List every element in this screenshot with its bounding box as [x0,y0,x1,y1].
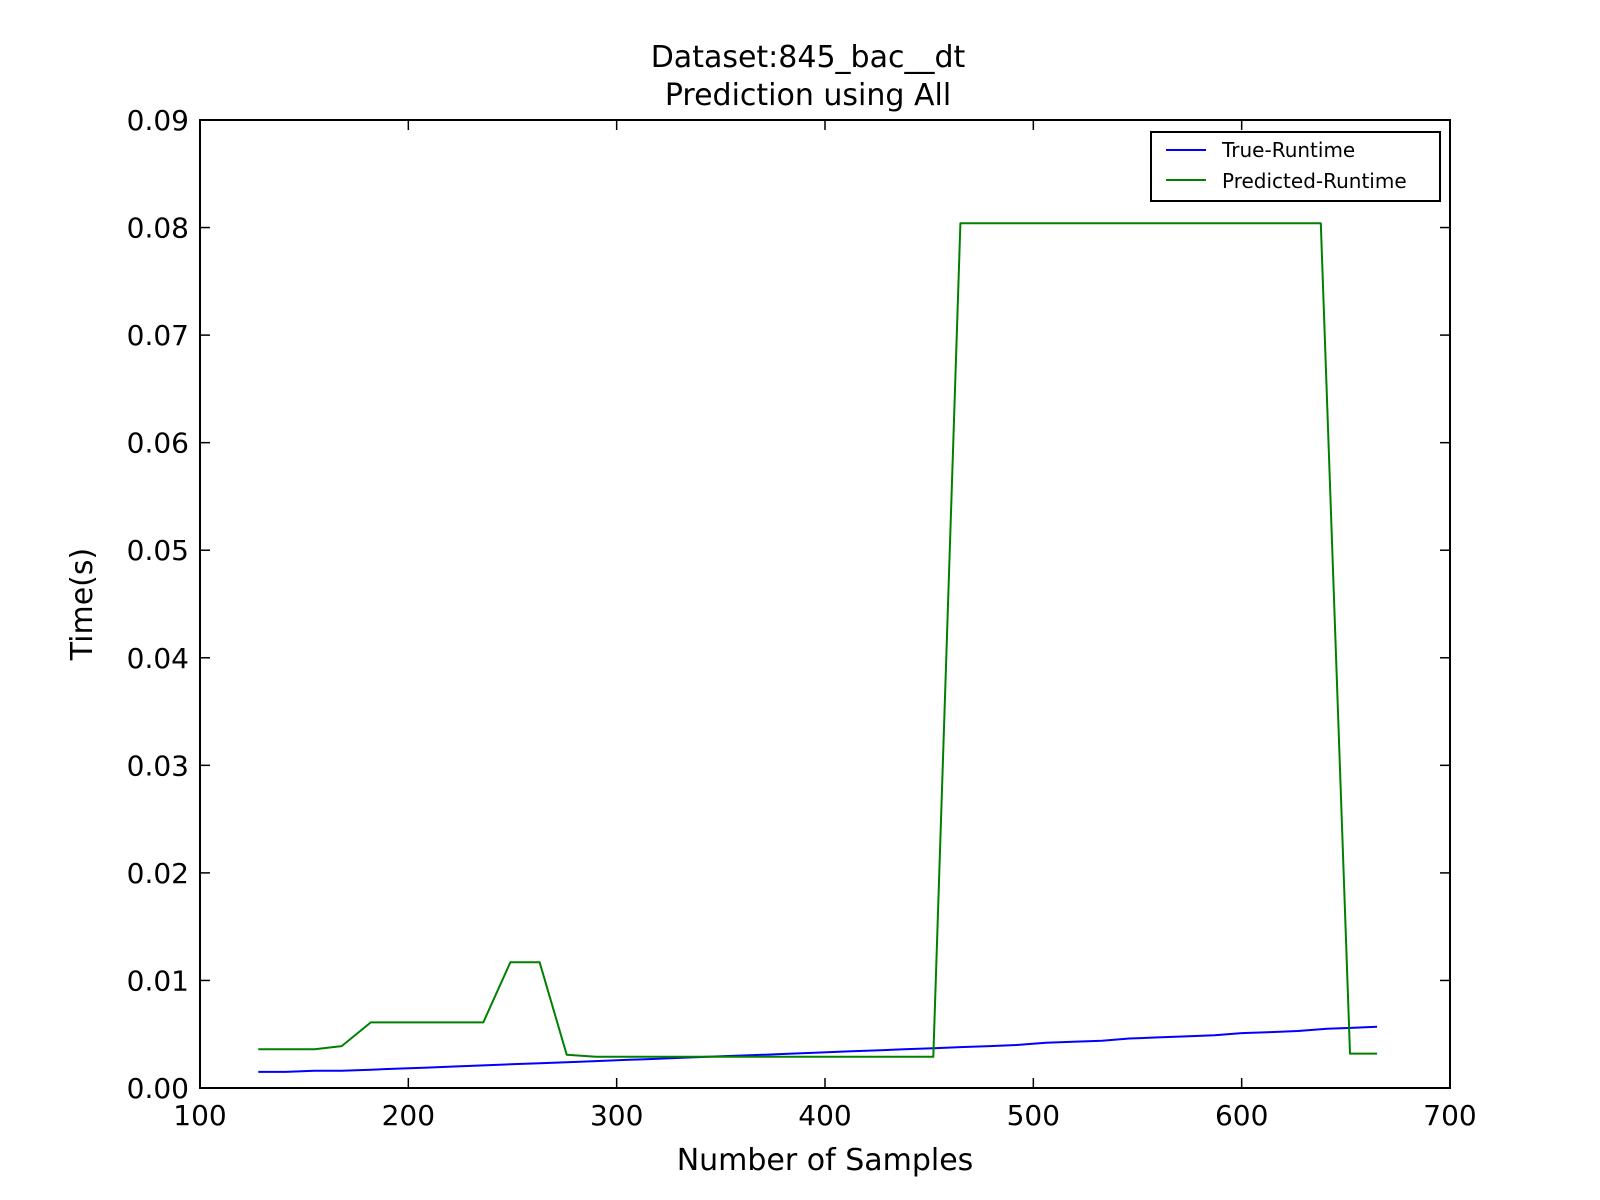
y-tick-label: 0.07 [127,319,189,352]
ticks-layer: 100 200 300 400 500 600 700 0.00 0.01 0.02 0.03 0.0… [127,104,1477,1132]
legend-box [1150,131,1441,202]
x-tick-label: 700 [1423,1099,1476,1132]
x-tick-label: 600 [1215,1099,1268,1132]
legend: True-Runtime Predicted-Runtime [1150,131,1441,202]
chart-subtitle: Prediction using All [665,78,951,113]
y-tick-label: 0.09 [127,104,189,137]
y-tick-label: 0.03 [127,749,189,782]
x-tick-label: 400 [798,1099,851,1132]
y-tick-label: 0.08 [127,212,189,245]
y-tick-label: 0.01 [127,964,189,997]
y-tick-label: 0.04 [127,642,189,675]
series-layer [258,222,1378,1073]
y-tick-label: 0.00 [127,1072,189,1105]
legend-label-predicted-runtime: Predicted-Runtime [1222,169,1407,193]
legend-label-true-runtime: True-Runtime [1221,138,1355,162]
x-tick-label: 300 [590,1099,643,1132]
series-line-predicted-runtime [258,222,1378,1058]
x-tick-label: 200 [382,1099,435,1132]
x-tick-label: 100 [173,1099,226,1132]
y-tick-label: 0.06 [127,427,189,460]
x-axis-title: Number of Samples [677,1143,974,1178]
y-tick-label: 0.05 [127,534,189,567]
y-tick-label: 0.02 [127,857,189,890]
chart-title: Dataset:845_bac__dt [651,40,966,75]
series-line-true-runtime [258,1025,1378,1073]
plot-frame [199,119,1451,1089]
y-axis-title: Time(s) [65,548,100,661]
x-tick-label: 500 [1007,1099,1060,1132]
